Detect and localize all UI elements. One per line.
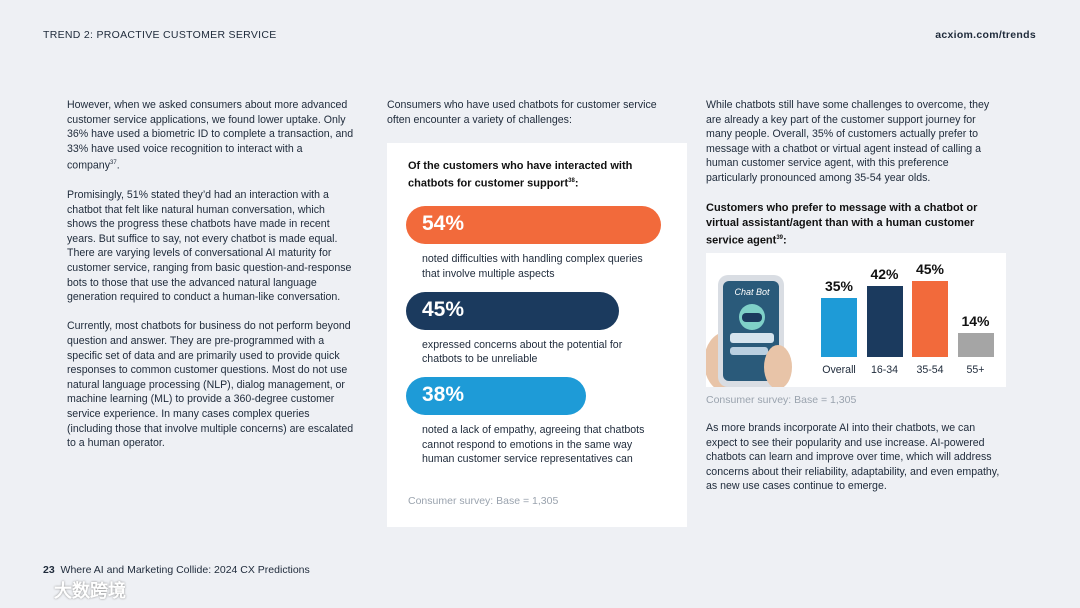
title-text: Customers who prefer to message with a c… bbox=[706, 202, 978, 247]
site-url[interactable]: acxiom.com/trends bbox=[935, 29, 1036, 41]
bar-value-label: 14% bbox=[961, 313, 990, 330]
title-text: Of the customers who have interacted wit… bbox=[408, 160, 633, 190]
stat-bar: 45% bbox=[406, 291, 619, 330]
phone-illustration: Chat Bot bbox=[706, 275, 792, 387]
category-label: 55+ bbox=[966, 364, 985, 376]
category-label: 16-34 bbox=[870, 364, 899, 376]
intro: While chatbots still have some challenge… bbox=[706, 99, 990, 184]
stat-text: expressed concerns about the potential f… bbox=[422, 338, 623, 366]
stat-label: 54% bbox=[422, 212, 465, 235]
section-title: TREND 2: PROACTIVE CUSTOMER SERVICE bbox=[43, 29, 277, 41]
footnote-ref: 37 bbox=[110, 160, 117, 167]
bar bbox=[957, 333, 994, 357]
chart-title: Customers who prefer to message with a c… bbox=[706, 201, 1006, 249]
stat-card: Of the customers who have interacted wit… bbox=[387, 143, 687, 527]
phone-label: Chat Bot bbox=[734, 287, 770, 297]
paragraph-end: . bbox=[116, 159, 120, 172]
closing: As more brands incorporate AI into their… bbox=[706, 422, 1000, 493]
source: Consumer survey: Base = 1,305 bbox=[706, 394, 857, 406]
column: However, when we asked consumers about m… bbox=[67, 98, 357, 465]
stat-label: 45% bbox=[422, 297, 465, 321]
stat-text: noted difficulties with handling complex… bbox=[422, 253, 643, 280]
bar-value-label: 35% bbox=[824, 277, 854, 294]
bar-value-label: 45% bbox=[915, 260, 945, 277]
stat-bar: 54% bbox=[406, 206, 662, 244]
source: Consumer survey: Base = 1,305 bbox=[408, 495, 559, 507]
bar bbox=[912, 280, 948, 357]
title-end: : bbox=[574, 177, 579, 190]
paragraph-text: Currently, most chatbots for business do… bbox=[67, 320, 354, 450]
footer: 23 Where AI and Marketing Collide: 2024 … bbox=[43, 564, 310, 576]
paragraph-text: However, when we asked consumers about m… bbox=[67, 99, 354, 172]
footnote-ref: 39 bbox=[776, 235, 784, 241]
intro: Consumers who have used chatbots for cus… bbox=[387, 99, 657, 126]
footnote-ref: 38 bbox=[568, 178, 575, 184]
title-end: : bbox=[783, 234, 787, 247]
paragraph: Currently, most chatbots for business do… bbox=[67, 319, 357, 450]
paragraph: Promisingly, 51% stated they’d had an in… bbox=[67, 188, 357, 305]
doc-title: Where AI and Marketing Collide: 2024 CX … bbox=[60, 564, 310, 576]
stat-label: 38% bbox=[422, 383, 465, 406]
card-title: Of the customers who have interacted wit… bbox=[408, 159, 648, 192]
bar bbox=[866, 286, 903, 357]
stat-bar: 38% bbox=[406, 377, 586, 415]
category-label: Overall bbox=[822, 364, 856, 376]
paragraph-text: Promisingly, 51% stated they’d had an in… bbox=[67, 189, 352, 304]
category-label: 35-54 bbox=[916, 364, 944, 376]
page-number: 23 bbox=[43, 564, 55, 576]
watermark: 大数跨境 bbox=[54, 581, 126, 601]
bar-value-label: 42% bbox=[870, 266, 899, 283]
stat-text: noted a lack of empathy, agreeing that c… bbox=[422, 424, 645, 466]
paragraph: However, when we asked consumers about m… bbox=[67, 98, 357, 174]
chart-panel: Chat Bot 35% Overall 42% 16-34 45% 35-54 14% 55… bbox=[706, 253, 1006, 387]
bar bbox=[821, 297, 857, 357]
